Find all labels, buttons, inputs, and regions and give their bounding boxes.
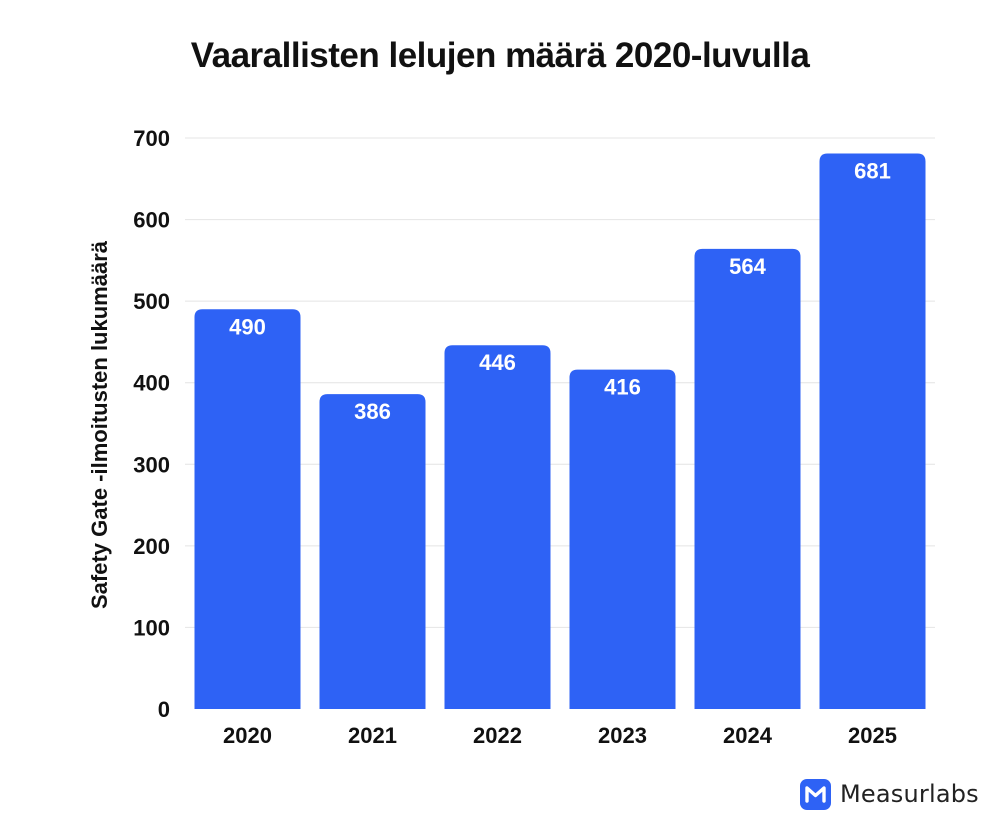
bar-2024 [694,248,801,710]
y-axis-label: Safety Gate -ilmoitusten lukumäärä [87,240,112,609]
gridlines [185,137,935,628]
x-tick-label: 2024 [723,723,773,748]
y-tick-label: 300 [133,452,170,477]
y-tick-label: 500 [133,289,170,314]
y-tick-label: 400 [133,371,170,396]
x-tick-label: 2022 [473,723,522,748]
bar-2020 [194,309,301,709]
bars: 490 386 446 416 564 681 [194,153,926,710]
data-label-2023: 416 [604,375,641,400]
bar-2021 [319,394,426,709]
x-tick-labels: 2020 2021 2022 2023 2024 2025 [223,723,897,748]
y-tick-label: 200 [133,534,170,559]
data-label-2020: 490 [229,314,266,339]
y-tick-label: 600 [133,208,170,233]
brand-name: Measurlabs [840,780,979,808]
x-tick-label: 2025 [848,723,897,748]
data-label-2021: 386 [354,399,391,424]
data-label-2022: 446 [479,350,516,375]
data-label-2025: 681 [854,158,891,183]
bar-2023 [569,369,676,709]
x-tick-label: 2021 [348,723,397,748]
x-tick-label: 2020 [223,723,272,748]
measurlabs-logo-icon [800,778,831,810]
y-tick-label: 100 [133,615,170,640]
data-label-2024: 564 [729,254,766,279]
bar-2022 [444,345,551,709]
x-tick-label: 2023 [598,723,647,748]
bar-2025 [819,153,926,710]
chart-title: Vaarallisten lelujen määrä 2020-luvulla [190,36,810,75]
y-tick-label: 700 [133,126,170,151]
y-tick-label: 0 [158,697,170,722]
y-tick-labels: 0 100 200 300 400 500 600 700 [133,126,170,722]
brand: Measurlabs [800,777,979,811]
